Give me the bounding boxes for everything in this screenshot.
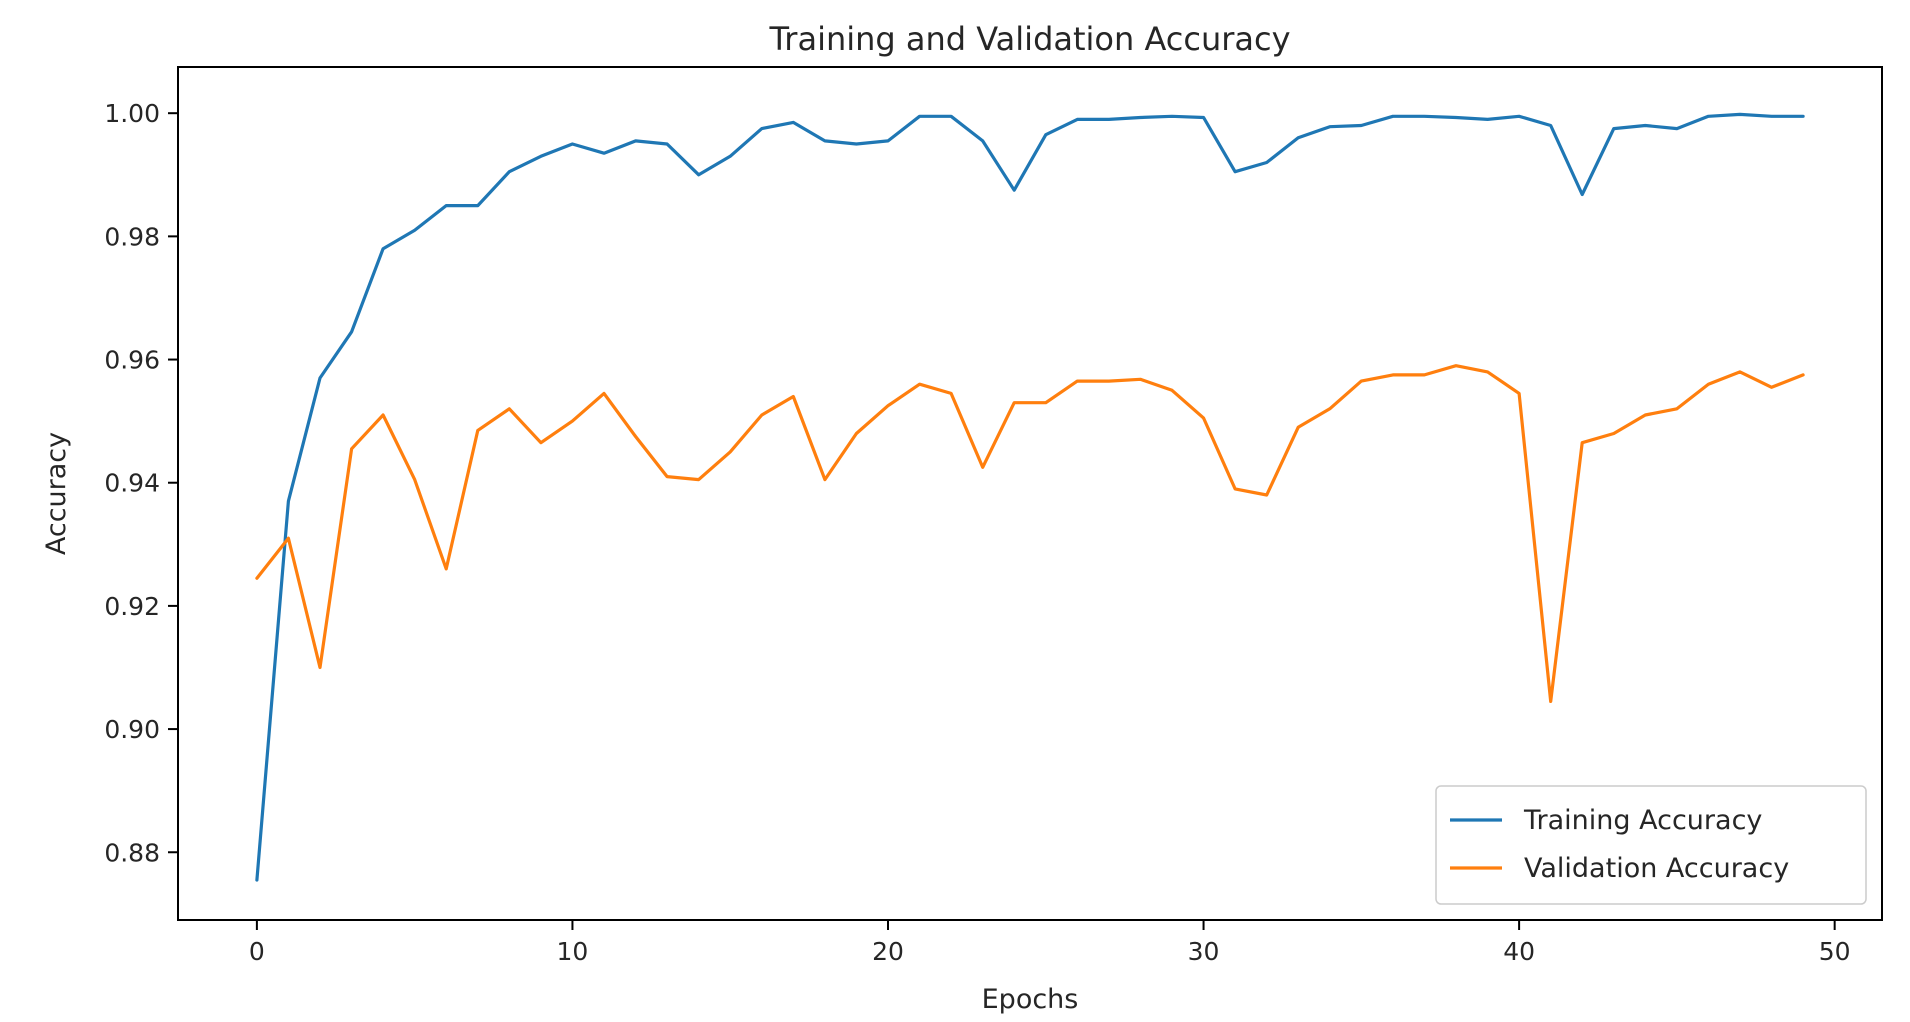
y-tick-label: 0.94: [104, 469, 160, 498]
x-axis-title: Epochs: [982, 984, 1079, 1015]
series-line-validation-accuracy: [255, 364, 1805, 704]
y-tick-label: 0.96: [104, 346, 160, 375]
x-tick-label: 10: [557, 937, 589, 966]
series-line-training-accuracy: [255, 112, 1805, 882]
y-tick-label: 0.88: [104, 838, 160, 867]
legend-box: [1435, 785, 1867, 905]
legend: Training Accuracy Validation Accuracy: [1435, 785, 1867, 905]
y-tick-label: 0.90: [104, 715, 160, 744]
x-tick-label: 40: [1503, 937, 1535, 966]
y-tick-label: 0.92: [104, 592, 160, 621]
x-tick-label: 50: [1819, 937, 1851, 966]
series-layer: [255, 112, 1805, 882]
axis-layer: 0 10 20 30 40 50 0.88 0.90 0.92 0.94 0.96 0.98 1.00: [104, 66, 1883, 966]
x-tick-label: 20: [872, 937, 904, 966]
y-axis-title: Accuracy: [41, 432, 72, 555]
legend-label: Validation Accuracy: [1524, 853, 1789, 884]
y-tick-label: 0.98: [104, 222, 160, 251]
plot-frame: [177, 66, 1883, 921]
x-tick-label: 30: [1188, 937, 1220, 966]
legend-label: Training Accuracy: [1523, 805, 1762, 836]
chart-title: Training and Validation Accuracy: [768, 20, 1290, 58]
x-tick-label: 0: [249, 937, 265, 966]
y-tick-label: 1.00: [104, 99, 160, 128]
